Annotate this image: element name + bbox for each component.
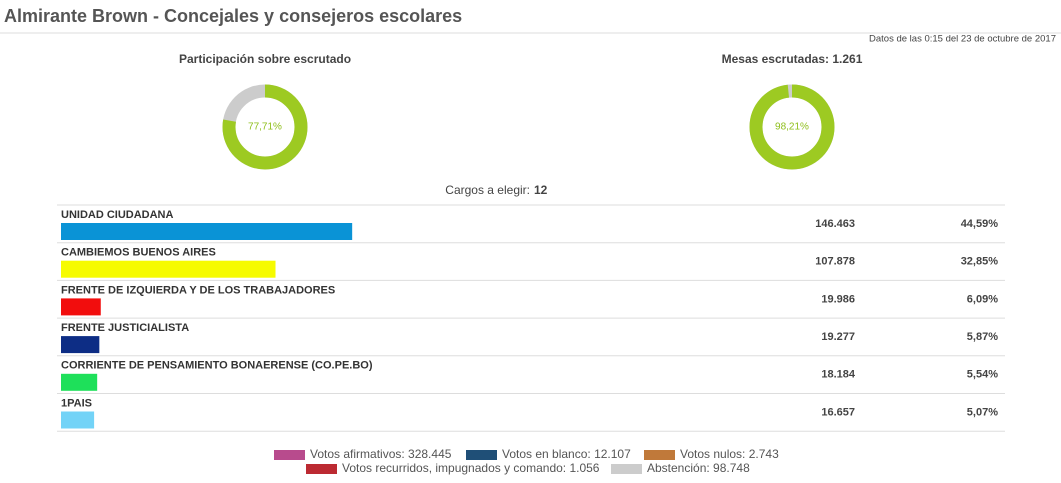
party-name: CAMBIEMOS BUENOS AIRES [61, 247, 216, 259]
donut-label: 98,21% [775, 122, 809, 133]
donut-label: 77,71% [248, 122, 282, 133]
party-percent: 5,87% [967, 331, 998, 343]
party-name: FRENTE JUSTICIALISTA [61, 322, 189, 334]
party-percent: 5,07% [967, 406, 998, 418]
legend-label: Abstención: 98.748 [647, 461, 750, 475]
party-bar [61, 411, 95, 429]
legend-label: Votos recurridos, impugnados y comando: … [342, 461, 600, 475]
party-votes: 146.463 [815, 218, 855, 230]
party-bar [61, 223, 353, 240]
donut-arc [222, 84, 308, 170]
cargos-value: 12 [534, 183, 548, 197]
party-bar [61, 298, 101, 316]
legend-swatch [274, 450, 305, 460]
legend-swatch [644, 450, 675, 460]
legend-swatch [466, 450, 497, 460]
cargos-label: Cargos a elegir: [445, 183, 530, 197]
party-votes: 107.878 [815, 256, 855, 268]
page-title: Almirante Brown - Concejales y consejero… [4, 6, 462, 26]
party-bar [61, 336, 100, 354]
party-votes: 19.986 [821, 293, 855, 305]
legend-label: Votos en blanco: 12.107 [502, 447, 631, 461]
legend-swatch [611, 464, 642, 474]
party-bar [61, 373, 98, 391]
party-name: CORRIENTE DE PENSAMIENTO BONAERENSE (CO.… [61, 360, 373, 372]
legend-label: Votos afirmativos: 328.445 [310, 447, 452, 461]
party-percent: 6,09% [967, 293, 998, 305]
legend-swatch [306, 464, 337, 474]
timestamp: Datos de las 0:15 del 23 de octubre de 2… [869, 34, 1056, 45]
party-votes: 16.657 [821, 406, 855, 418]
donut-title: Mesas escrutadas: 1.261 [722, 52, 863, 66]
donut-title: Participación sobre escrutado [179, 52, 351, 66]
party-percent: 5,54% [967, 369, 998, 381]
party-bar [61, 260, 276, 278]
donut-arc [749, 84, 835, 170]
party-votes: 18.184 [821, 369, 856, 381]
party-name: 1PAIS [61, 397, 92, 409]
party-name: FRENTE DE IZQUIERDA Y DE LOS TRABAJADORE… [61, 284, 335, 296]
legend-label: Votos nulos: 2.743 [680, 447, 779, 461]
party-votes: 19.277 [821, 331, 855, 343]
party-percent: 44,59% [961, 218, 999, 230]
party-percent: 32,85% [961, 256, 999, 268]
party-name: UNIDAD CIUDADANA [61, 209, 173, 221]
